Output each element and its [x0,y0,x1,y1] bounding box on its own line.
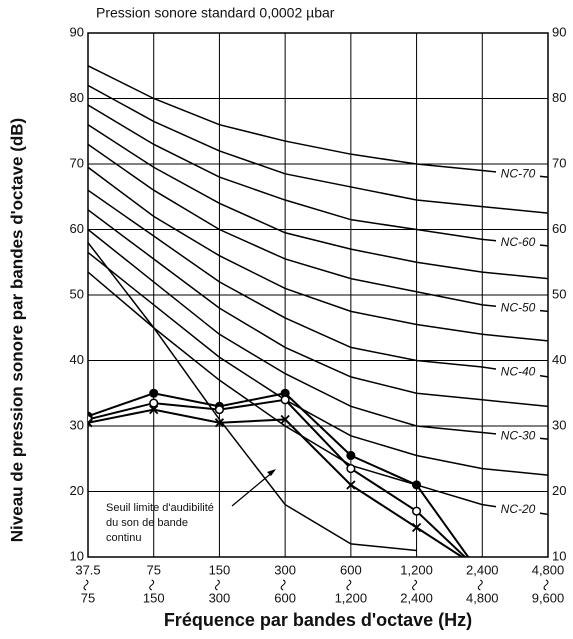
y-tick-label: 80 [70,90,84,105]
y-tick-label: 90 [70,24,84,39]
y2-tick-label: 60 [552,221,566,236]
marker-circle-filled [412,480,422,490]
x-tick-connector [83,579,89,591]
series-line [88,251,548,476]
x-tick-label-bottom: 75 [81,590,95,605]
series-line [88,124,548,280]
series-line [88,271,548,516]
x-tick-label-bottom: 2,400 [400,590,433,605]
plot-content [88,65,548,557]
series-line [88,104,548,247]
y-tick-label: 70 [70,155,84,170]
x-tick-label-bottom: 9,600 [532,590,565,605]
x-tick-label-bottom: 600 [274,590,296,605]
y2-tick-label: 50 [552,286,566,301]
series-label: NC-70 [501,166,536,180]
series-label-bg [496,501,540,516]
marker-circle-open [280,395,290,405]
x-tick-label-top: 4,800 [532,562,565,577]
x-tick-connector [477,579,483,591]
y-tick-label: 20 [70,483,84,498]
marker-circle-open [412,506,422,516]
x-tick-connector [214,579,220,591]
x-tick-label-top: 37.5 [75,562,100,577]
series-label-bg [496,166,540,181]
marker-x [346,480,356,490]
x-tick-label-top: 2,400 [466,562,499,577]
x-tick-label-bottom: 1,200 [335,590,368,605]
series-line [88,209,548,408]
x-tick-connector [280,579,286,591]
y-tick-label: 50 [70,286,84,301]
y-tick-label: 40 [70,352,84,367]
annotation-arrowhead [267,469,276,476]
series-label-bg [496,428,540,443]
y-tick-label: 60 [70,221,84,236]
y-axis-label: Niveau de pression sonore par bandes d'o… [7,118,26,542]
marker-x [280,414,290,425]
marker-circle-open [149,398,159,408]
series-label: NC-40 [501,365,536,379]
marker-x [88,418,93,428]
y2-tick-label: 80 [552,90,566,105]
y2-tick-label: 20 [552,483,566,498]
series-line [88,143,548,313]
x-tick-label-top: 600 [340,562,362,577]
y-tick-label: 10 [70,548,84,563]
marker-x [411,522,422,533]
series-label: NC-60 [501,235,536,249]
x-tick-label-bottom: 150 [143,590,165,605]
x-tick-connector [346,579,352,591]
marker-circle-filled [149,388,159,398]
x-tick-label-top: 1,200 [400,562,433,577]
x-tick-label-bottom: 300 [209,590,231,605]
series-label-bg [496,234,540,249]
annotation: du son de bande [106,517,188,529]
x-tick-connector [149,579,155,591]
y2-tick-label: 40 [552,352,566,367]
annotation: Seuil limite d'audibilité [106,502,214,514]
x-tick-label-top: 150 [209,562,231,577]
series-line [88,84,548,214]
series-label: NC-30 [501,428,536,442]
annotation: continu [106,532,141,544]
y2-tick-label: 90 [552,24,566,39]
marker-circle-filled [346,450,356,461]
series-label-bg [496,300,540,315]
series-line [88,166,548,342]
y-tick-label: 30 [70,417,84,432]
marker-circle-open [214,405,224,415]
series-label-bg [496,364,540,379]
series-label: NC-50 [501,301,536,315]
marker-x [149,404,159,415]
series-label: NC-20 [501,502,536,516]
x-tick-label-top: 75 [146,562,160,577]
annotation-arrow [231,470,275,507]
y2-tick-label: 70 [552,155,566,170]
marker-circle-open [346,464,356,474]
x-tick-connector [543,579,549,591]
x-tick-label-bottom: 4,800 [466,590,499,605]
x-tick-label-top: 300 [274,562,296,577]
y2-tick-label: 10 [552,548,566,563]
series-line [88,228,548,440]
series-line [88,242,417,552]
y2-tick-label: 30 [552,417,566,432]
x-tick-connector [412,579,418,591]
series-line [88,65,548,178]
marker-x [214,418,225,428]
chart-title: Pression sonore standard 0,0002 µbar [96,5,335,21]
series-line [88,189,548,378]
x-axis-label: Fréquence par bandes d'octave (Hz) [164,610,472,630]
